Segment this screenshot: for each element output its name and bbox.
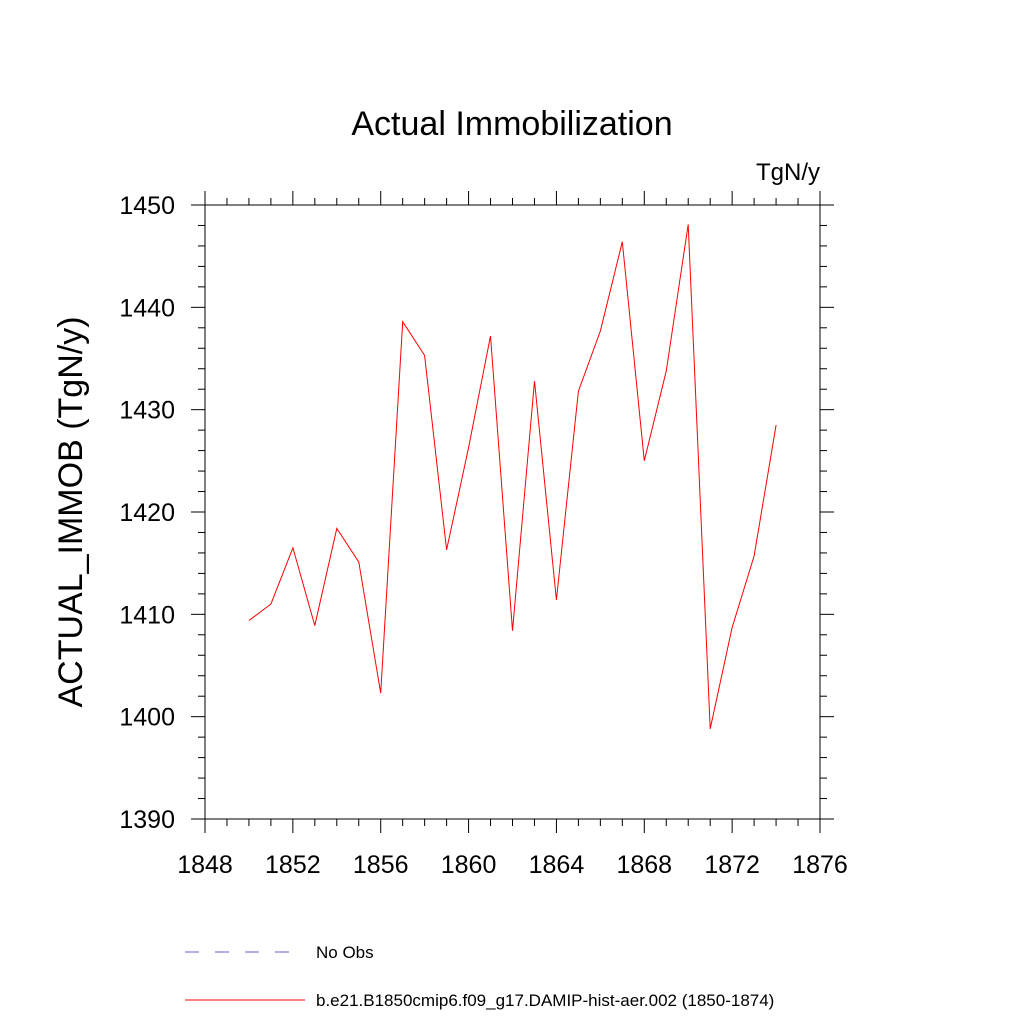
x-tick-label: 1852 (265, 851, 321, 879)
units-label: TgN/y (756, 159, 820, 186)
y-tick-label: 1430 (119, 397, 175, 425)
x-tick-label: 1872 (704, 851, 760, 879)
x-tick-label: 1856 (353, 851, 409, 879)
y-tick-label: 1420 (119, 499, 175, 527)
legend: No Obs b.e21.B1850cmip6.f09_g17.DAMIP-his… (185, 943, 774, 1010)
y-tick-label: 1400 (119, 704, 175, 732)
x-tick-label: 1868 (616, 851, 672, 879)
y-tick-label: 1450 (119, 192, 175, 220)
series-line (248, 224, 777, 730)
x-tick-label: 1860 (441, 851, 497, 879)
axes: 1848 1852 1856 1860 1864 1868 1872 1876 1390 1400… (119, 191, 848, 879)
x-tick-label: 1876 (792, 851, 848, 879)
x-tick-label: 1848 (177, 851, 233, 879)
series-layer (248, 224, 777, 730)
y-axis-label: ACTUAL_IMMOB (TgN/y) (52, 316, 90, 707)
plot-frame (204, 204, 821, 820)
legend-label: b.e21.B1850cmip6.f09_g17.DAMIP-hist-aer.… (316, 991, 774, 1010)
legend-label: No Obs (316, 943, 374, 962)
y-tick-label: 1390 (119, 806, 175, 834)
y-tick-label: 1410 (119, 601, 175, 629)
y-tick-label: 1440 (119, 294, 175, 322)
x-tick-label: 1864 (529, 851, 585, 879)
chart-title: Actual Immobilization (351, 105, 672, 143)
